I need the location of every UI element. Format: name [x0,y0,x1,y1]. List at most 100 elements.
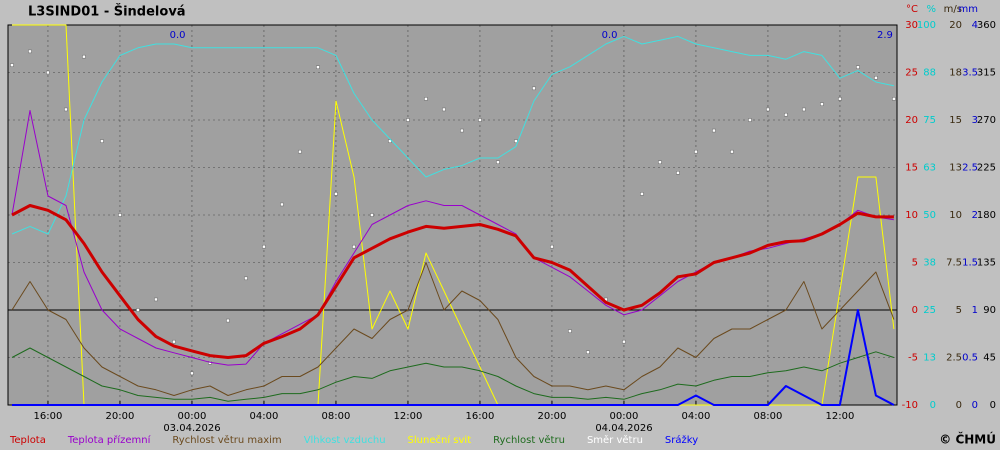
legend-entry: Sluneční svit [408,434,472,446]
y-tick-label: 20 [949,20,962,31]
x-tick-label: 16:00 [34,411,63,422]
y-tick-label: 1 [972,305,978,316]
x-tick-label: 20:00 [538,411,567,422]
wind-direction-dot [64,107,68,112]
y-tick-label: 25 [905,68,918,79]
y-tick-label: 0 [990,400,996,411]
wind-direction-dot [586,350,590,354]
date-label: 04.04.2026 [595,423,652,434]
y-tick-label: -5 [908,353,918,364]
y-tick-label: 2.5 [962,163,978,174]
wind-direction-dot [532,86,536,91]
wind-direction-dot [82,54,86,59]
legend-entry: Teplota [9,435,46,446]
y-tick-label: 270 [977,115,996,126]
axis-unit: % [926,4,936,15]
y-tick-label: 10 [905,210,918,221]
wind-direction-dot [10,63,14,67]
wind-direction-dot [568,329,572,333]
series-line [11,35,895,235]
y-tick-label: 2.5 [946,353,962,364]
legend-entry: Směr větru [587,434,643,446]
x-tick-label: 00:00 [610,411,639,422]
wind-direction-dot [334,192,338,196]
wind-direction-dot [28,49,32,54]
y-tick-label: 63 [923,163,936,174]
y-tick-label: 50 [923,210,936,221]
wind-direction-dot [442,107,446,112]
legend-entry: Vlhkost vzduchu [304,435,386,446]
wind-direction-dot [424,97,428,101]
chart-title: L3SIND01 - Šindelová [28,4,186,20]
y-tick-label: 2 [972,210,978,221]
wind-direction-dot [226,318,230,323]
y-tick-label: 5 [912,258,918,269]
y-tick-label: 45 [983,353,996,364]
wind-direction-dot [316,65,320,69]
wind-direction-dot [298,149,302,154]
x-tick-label: 08:00 [322,411,351,422]
legend-entry: Teplota přízemní [67,434,152,446]
x-tick-label: 04:00 [682,411,711,422]
y-tick-label: 30 [905,20,918,31]
annotation: 0.0 [602,30,618,41]
wind-direction-dot [136,308,140,312]
x-tick-label: 00:00 [178,411,207,422]
x-tick-label: 04:00 [250,411,279,422]
wind-direction-dot [820,102,824,106]
y-tick-label: 3 [972,115,978,126]
wind-direction-dot [730,149,734,154]
legend-entry: Rychlost větru maxim [172,434,281,446]
annotation: 0.0 [170,30,186,41]
y-tick-label: 5 [956,305,962,316]
y-tick-label: 3.5 [962,68,978,79]
axis-unit: mm [959,4,978,15]
wind-direction-dot [622,339,626,344]
wind-direction-dot [874,76,878,80]
series-line [12,309,895,406]
axis-unit: °C [906,4,918,15]
wind-direction-dot [100,139,104,143]
y-tick-label: 13 [949,163,962,174]
y-tick-label: 0 [972,400,978,411]
series-line [11,204,894,359]
date-label: 03.04.2026 [163,423,220,434]
y-tick-label: 7.5 [946,258,962,269]
legend-entry: Srážky [665,434,698,446]
wind-direction-dot [46,70,50,75]
wind-direction-dot [640,192,644,196]
y-tick-label: 315 [977,68,996,79]
y-tick-label: 0.5 [962,353,978,364]
y-tick-label: 90 [983,305,996,316]
wind-direction-dot [370,213,374,217]
y-tick-label: 0 [930,400,936,411]
y-tick-label: 360 [977,20,996,31]
legend-entry: Rychlost větru [493,434,565,446]
x-tick-label: 12:00 [826,411,855,422]
wind-direction-dot [190,371,194,376]
y-tick-label: 18 [949,68,962,79]
wind-direction-dot [154,297,158,302]
y-tick-label: 0 [956,400,962,411]
y-tick-label: -10 [902,400,918,411]
axis-unit: m/s [944,4,962,15]
y-tick-label: 1.5 [962,258,978,269]
wind-direction-dot [496,160,500,164]
y-tick-label: 20 [905,115,918,126]
annotation: 2.9 [877,30,893,41]
y-tick-label: 15 [905,163,918,174]
wind-direction-dot [766,107,770,112]
y-tick-label: 88 [923,68,936,79]
wind-direction-dot [838,97,842,101]
wind-direction-dot [676,171,680,175]
y-tick-label: 135 [977,258,996,269]
wind-direction-dot [550,244,554,249]
y-tick-label: 180 [977,210,996,221]
y-tick-label: 38 [923,258,936,269]
y-tick-label: 225 [977,163,996,174]
copyright: © ČHMÚ [939,432,996,447]
x-tick-label: 08:00 [754,411,783,422]
wind-direction-dot [244,276,248,281]
y-tick-label: 15 [949,115,962,126]
